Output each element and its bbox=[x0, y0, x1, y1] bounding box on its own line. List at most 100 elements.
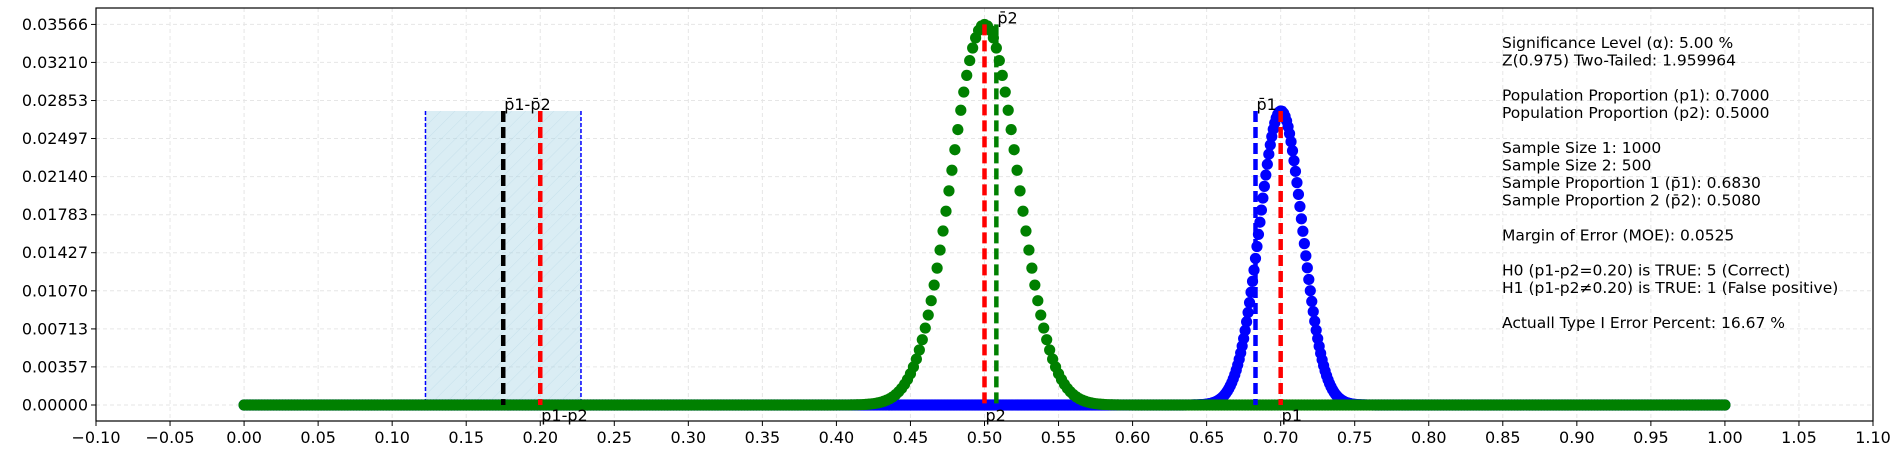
reference-line-label-3: p2 bbox=[986, 406, 1006, 425]
series-2-point bbox=[922, 309, 934, 321]
x-tick-label: 0.00 bbox=[226, 428, 262, 447]
info-line: Population Proportion (p2): 0.5000 bbox=[1502, 104, 1769, 122]
series-1-point bbox=[1243, 297, 1256, 309]
x-tick-label: 0.15 bbox=[448, 428, 484, 447]
series-layer bbox=[238, 18, 1731, 411]
x-tick-label: 1.10 bbox=[1855, 428, 1891, 447]
series-2-point bbox=[940, 205, 952, 217]
series-1-point bbox=[1295, 213, 1307, 225]
series-2-point bbox=[937, 225, 949, 237]
y-tick-label: 0.01427 bbox=[22, 243, 88, 262]
tick-labels: −0.10 −0.05 0.00 0.05 0.10 0.15 0.20 0.25 0.30 0.… bbox=[22, 15, 1891, 447]
series-2-point bbox=[1023, 244, 1035, 256]
series-1-point bbox=[1310, 324, 1322, 336]
info-line: Sample Proportion 1 (p̄1): 0.6830 bbox=[1502, 174, 1761, 192]
y-tick-label: 0.01070 bbox=[22, 281, 88, 300]
x-tick-label: 0.95 bbox=[1633, 428, 1669, 447]
y-tick-label: 0.02497 bbox=[22, 129, 88, 148]
series-2-point bbox=[910, 353, 922, 365]
series-1-point bbox=[1301, 262, 1313, 274]
reference-line-label-6: p1 bbox=[1282, 406, 1302, 425]
series-1-point bbox=[1300, 250, 1312, 262]
x-tick-label: 1.00 bbox=[1707, 428, 1743, 447]
x-tick-label: 0.60 bbox=[1115, 428, 1151, 447]
info-line: Sample Proportion 2 (p̄2): 0.5080 bbox=[1502, 192, 1761, 210]
plot-frame bbox=[95, 7, 1874, 422]
info-text-block: Significance Level (α): 5.00 %Z(0.975) T… bbox=[1502, 34, 1838, 332]
series-2-point bbox=[1044, 344, 1056, 356]
info-line: Z(0.975) Two-Tailed: 1.959964 bbox=[1502, 52, 1736, 70]
y-tick-label: 0.02140 bbox=[22, 167, 88, 186]
x-tick-label: 0.30 bbox=[671, 428, 707, 447]
info-line: Margin of Error (MOE): 0.0525 bbox=[1502, 227, 1734, 245]
series-2-point bbox=[958, 86, 970, 98]
x-tick-label: 0.25 bbox=[596, 428, 632, 447]
x-tick-label: 0.45 bbox=[893, 428, 929, 447]
y-tick-label: 0.00713 bbox=[22, 319, 88, 338]
series-1-point bbox=[1292, 188, 1305, 200]
reference-lines-layer: p̄1-p̄2 p1-p2 p2 p̄2 p̄1 p1 bbox=[500, 8, 1302, 425]
series-1-point bbox=[1306, 295, 1318, 308]
series-1-point bbox=[1298, 238, 1310, 250]
series-2-point bbox=[952, 123, 964, 136]
series-2-point bbox=[1005, 123, 1017, 136]
series-2-point bbox=[925, 295, 937, 307]
x-tick-label: 0.05 bbox=[300, 428, 336, 447]
series-2-point bbox=[967, 42, 979, 54]
series-1-point bbox=[1255, 204, 1268, 216]
y-tick-label: 0.00000 bbox=[22, 395, 88, 414]
series-2-point bbox=[1008, 144, 1020, 156]
series-2-point bbox=[999, 86, 1011, 98]
series-2-point bbox=[1032, 295, 1044, 307]
info-line: Sample Size 2: 500 bbox=[1502, 157, 1651, 175]
series-2-point bbox=[1719, 399, 1731, 411]
x-tick-label: 0.20 bbox=[522, 428, 558, 447]
y-tick-label: 0.03210 bbox=[22, 53, 88, 72]
series-1-point bbox=[1285, 136, 1297, 148]
series-1-point bbox=[1307, 305, 1319, 318]
series-2-point bbox=[964, 54, 976, 67]
series-1-point bbox=[1289, 165, 1302, 177]
x-tick-label: 0.75 bbox=[1337, 428, 1373, 447]
series-2-point bbox=[1002, 104, 1014, 116]
x-tick-label: 0.55 bbox=[1041, 428, 1077, 447]
series-1-point bbox=[1304, 285, 1316, 297]
x-tick-label: 0.50 bbox=[967, 428, 1003, 447]
info-line: Population Proportion (p1): 0.7000 bbox=[1502, 87, 1769, 105]
series-2-point bbox=[1029, 279, 1041, 291]
series-2-point bbox=[913, 344, 925, 356]
series-2-point bbox=[1011, 164, 1023, 176]
grid bbox=[95, 8, 1874, 421]
y-tick-label: 0.01783 bbox=[22, 205, 88, 224]
info-line: Actuall Type I Error Percent: 16.67 % bbox=[1502, 314, 1785, 332]
reference-line-label-1: p̄1-p̄2 bbox=[504, 95, 550, 114]
x-tick-label: 0.10 bbox=[374, 428, 410, 447]
y-tick-label: 0.02853 bbox=[22, 91, 88, 110]
x-tick-label: 0.35 bbox=[745, 428, 781, 447]
x-tick-label: 0.65 bbox=[1189, 428, 1225, 447]
info-line: H1 (p1-p2≠0.20) is TRUE: 1 (False positi… bbox=[1502, 279, 1838, 297]
x-tick-label: 1.05 bbox=[1781, 428, 1817, 447]
series-2 bbox=[238, 18, 1731, 411]
series-1-point bbox=[1294, 200, 1306, 213]
info-line: Sample Size 1: 1000 bbox=[1502, 139, 1661, 157]
series-2-point bbox=[1038, 322, 1050, 334]
series-2-point bbox=[928, 279, 940, 291]
series-1-point bbox=[1286, 145, 1299, 157]
info-line: Significance Level (α): 5.00 % bbox=[1502, 34, 1733, 52]
series-2-point bbox=[946, 164, 958, 176]
series-2-point bbox=[1035, 309, 1047, 321]
x-tick-label: 0.90 bbox=[1559, 428, 1595, 447]
x-tick-label: 0.70 bbox=[1263, 428, 1299, 447]
reference-line-label-2: p1-p2 bbox=[541, 406, 587, 425]
reference-line-label-4: p̄2 bbox=[997, 8, 1017, 27]
series-2-point bbox=[1041, 334, 1053, 346]
x-tick-label: 0.40 bbox=[819, 428, 855, 447]
series-1-point bbox=[1303, 273, 1315, 286]
series-2-point bbox=[949, 144, 961, 156]
series-1-point bbox=[1241, 316, 1253, 328]
series-2-point bbox=[1017, 205, 1029, 217]
series-1-point bbox=[1258, 180, 1270, 192]
